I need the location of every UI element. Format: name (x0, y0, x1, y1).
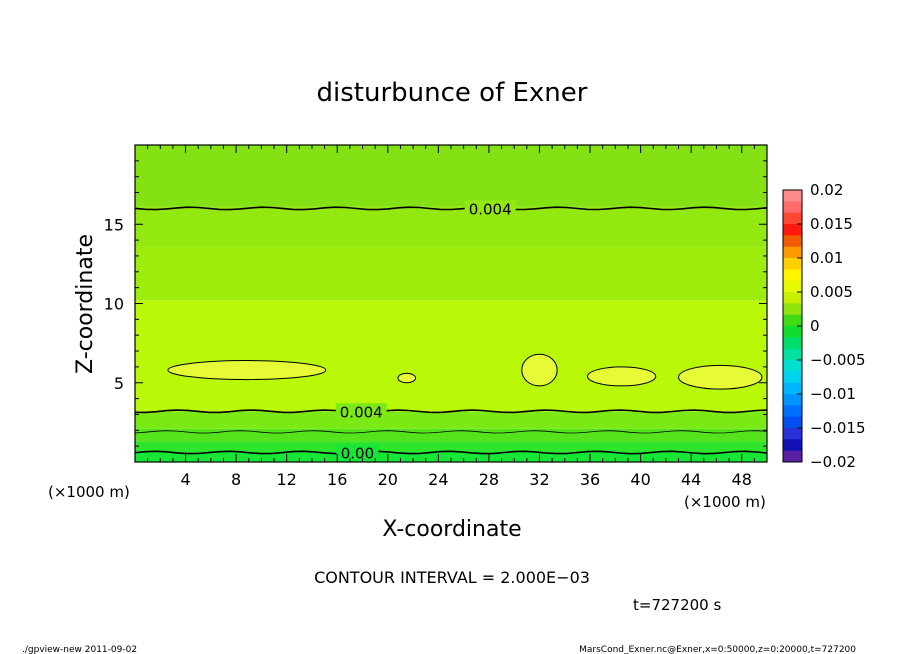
x-tick-label-20: 20 (378, 470, 398, 489)
colorbar-swatch-14 (783, 348, 802, 361)
colorbar-swatch-9 (783, 292, 802, 304)
colorbar-swatch-1 (783, 201, 802, 214)
x-axis-label: X-coordinate (382, 517, 521, 542)
colorbar-swatch-10 (783, 303, 802, 316)
contour-label-bg-0 (464, 200, 516, 217)
y-tick-label-5: 5 (114, 374, 124, 393)
colorbar-swatch-19 (783, 405, 802, 418)
colorbar-swatch-20 (783, 416, 802, 429)
x-unit-right: (×1000 m) (684, 493, 766, 511)
contour-line-1 (134, 409, 768, 414)
band-0 (135, 452, 767, 462)
colorbar-swatch-7 (783, 269, 802, 282)
colorbar-swatch-2 (783, 212, 802, 225)
colorbar-swatch-17 (783, 382, 802, 395)
closed-contour-4 (678, 364, 763, 390)
closed-contour-1 (397, 372, 417, 384)
colorbar-label-7: −0.015 (810, 419, 866, 437)
colorbar-swatch-11 (783, 314, 802, 327)
y-tick-label-10: 10 (104, 295, 124, 314)
closed-contour-2 (521, 353, 558, 387)
x-tick-label-8: 8 (231, 470, 241, 489)
colorbar-swatch-4 (783, 235, 802, 248)
band-5 (135, 246, 767, 301)
colorbar-label-2: 0.01 (810, 249, 843, 267)
colorbar-label-5: −0.005 (810, 351, 866, 369)
colorbar-swatch-13 (783, 337, 802, 350)
colorbar-swatch-5 (783, 246, 802, 259)
closed-contour-3 (587, 366, 657, 387)
colorbar-swatch-3 (783, 224, 802, 236)
colorbar-swatch-8 (783, 280, 802, 293)
colorbar-swatch-23 (783, 450, 802, 463)
contour-label-0: 0.004 (469, 200, 512, 218)
colorbar: 0.02 0.015 0.01 0.005 0 −0.005 −0.01 −0.015 −0.0… (782, 181, 866, 471)
colorbar-label-8: −0.02 (810, 453, 856, 471)
closed-contour-0 (167, 360, 327, 381)
y-tick-label-15: 15 (104, 215, 124, 234)
contour-line-0 (134, 206, 768, 211)
x-unit-left: (×1000 m) (48, 483, 130, 501)
colorbar-swatch-21 (783, 428, 802, 440)
colorbar-swatch-0 (783, 190, 802, 202)
contour-label-3: 0.00 (341, 444, 374, 462)
time-label: t=727200 s (633, 596, 721, 614)
x-tick-label-40: 40 (630, 470, 650, 489)
band-1 (135, 441, 767, 453)
x-tick-label-48: 48 (732, 470, 752, 489)
band-7 (135, 145, 767, 207)
chart-title: disturbunce of Exner (317, 78, 588, 108)
x-tick-label-28: 28 (479, 470, 499, 489)
x-tick-label-36: 36 (580, 470, 600, 489)
contour-line-2 (134, 430, 768, 434)
band-4 (135, 300, 767, 412)
footer-right: MarsCond_Exner.nc@Exner,x=0:50000,z=0:20… (579, 645, 856, 654)
x-tick-label-44: 44 (681, 470, 701, 489)
colorbar-label-1: 0.015 (810, 215, 853, 233)
band-6 (135, 206, 767, 247)
colorbar-swatch-6 (783, 258, 802, 270)
colorbar-label-0: 0.02 (810, 181, 843, 199)
colorbar-label-3: 0.005 (810, 283, 853, 301)
colorbar-swatch-18 (783, 394, 802, 406)
contour-label-1: 0.004 (340, 403, 383, 421)
x-tick-label-4: 4 (180, 470, 190, 489)
colorbar-label-4: 0 (810, 317, 820, 335)
contour-line-3 (134, 450, 768, 455)
colorbar-swatch-15 (783, 360, 802, 372)
colorbar-label-6: −0.01 (810, 385, 856, 403)
colorbar-swatch-12 (783, 326, 802, 338)
band-3 (135, 411, 767, 429)
x-tick-label-32: 32 (529, 470, 549, 489)
contour-label-bg-1 (335, 403, 387, 420)
x-tick-label-24: 24 (428, 470, 448, 489)
colorbar-swatch-22 (783, 439, 802, 452)
y-axis-label: Z-coordinate (73, 234, 98, 374)
x-tick-label-12: 12 (277, 470, 297, 489)
footer-left: ./gpview-new 2011-09-02 (22, 645, 137, 654)
contour-label-bg-3 (336, 444, 379, 461)
colorbar-swatch-16 (783, 371, 802, 384)
x-tick-label-16: 16 (327, 470, 347, 489)
contour-interval: CONTOUR INTERVAL = 2.000E−03 (314, 568, 590, 587)
